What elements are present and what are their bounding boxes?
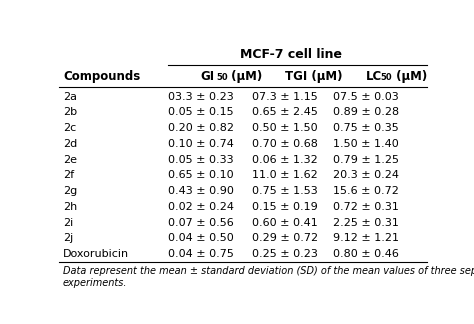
Text: 2b: 2b xyxy=(63,108,77,118)
Text: Data represent the mean ± standard deviation (SD) of the mean values of three se: Data represent the mean ± standard devia… xyxy=(63,266,474,287)
Text: 0.06 ± 1.32: 0.06 ± 1.32 xyxy=(252,155,318,165)
Text: 0.72 ± 0.31: 0.72 ± 0.31 xyxy=(333,202,399,212)
Text: 2h: 2h xyxy=(63,202,77,212)
Text: Compounds: Compounds xyxy=(63,70,140,83)
Text: 07.5 ± 0.03: 07.5 ± 0.03 xyxy=(333,92,399,102)
Text: 07.3 ± 1.15: 07.3 ± 1.15 xyxy=(252,92,318,102)
Text: 0.60 ± 0.41: 0.60 ± 0.41 xyxy=(252,217,318,227)
Text: 0.02 ± 0.24: 0.02 ± 0.24 xyxy=(168,202,234,212)
Text: 2e: 2e xyxy=(63,155,77,165)
Text: 0.10 ± 0.74: 0.10 ± 0.74 xyxy=(168,139,234,149)
Text: Doxorubicin: Doxorubicin xyxy=(63,249,129,259)
Text: 0.80 ± 0.46: 0.80 ± 0.46 xyxy=(333,249,399,259)
Text: 03.3 ± 0.23: 03.3 ± 0.23 xyxy=(168,92,233,102)
Text: 0.75 ± 0.35: 0.75 ± 0.35 xyxy=(333,123,399,133)
Text: 0.75 ± 1.53: 0.75 ± 1.53 xyxy=(252,186,318,196)
Text: 2f: 2f xyxy=(63,170,74,180)
Text: 0.15 ± 0.19: 0.15 ± 0.19 xyxy=(252,202,318,212)
Text: (μM): (μM) xyxy=(227,70,263,83)
Text: 0.89 ± 0.28: 0.89 ± 0.28 xyxy=(333,108,399,118)
Text: 0.04 ± 0.75: 0.04 ± 0.75 xyxy=(168,249,234,259)
Text: 2a: 2a xyxy=(63,92,77,102)
Text: 0.43 ± 0.90: 0.43 ± 0.90 xyxy=(168,186,234,196)
Text: 0.65 ± 0.10: 0.65 ± 0.10 xyxy=(168,170,233,180)
Text: 0.29 ± 0.72: 0.29 ± 0.72 xyxy=(252,233,318,243)
Text: 0.25 ± 0.23: 0.25 ± 0.23 xyxy=(252,249,318,259)
Text: 2.25 ± 0.31: 2.25 ± 0.31 xyxy=(333,217,399,227)
Text: 0.70 ± 0.68: 0.70 ± 0.68 xyxy=(252,139,318,149)
Text: 0.65 ± 2.45: 0.65 ± 2.45 xyxy=(252,108,318,118)
Text: MCF-7 cell line: MCF-7 cell line xyxy=(240,48,342,61)
Text: 2d: 2d xyxy=(63,139,77,149)
Text: LC: LC xyxy=(366,70,382,83)
Text: 15.6 ± 0.72: 15.6 ± 0.72 xyxy=(333,186,399,196)
Text: 0.20 ± 0.82: 0.20 ± 0.82 xyxy=(168,123,234,133)
Text: 50: 50 xyxy=(381,73,392,82)
Text: 2j: 2j xyxy=(63,233,73,243)
Text: 2i: 2i xyxy=(63,217,73,227)
Text: 20.3 ± 0.24: 20.3 ± 0.24 xyxy=(333,170,399,180)
Text: 2g: 2g xyxy=(63,186,77,196)
Text: 0.79 ± 1.25: 0.79 ± 1.25 xyxy=(333,155,399,165)
Text: 0.05 ± 0.33: 0.05 ± 0.33 xyxy=(168,155,233,165)
Text: 1.50 ± 1.40: 1.50 ± 1.40 xyxy=(333,139,399,149)
Text: 50: 50 xyxy=(216,73,228,82)
Text: 2c: 2c xyxy=(63,123,76,133)
Text: 0.07 ± 0.56: 0.07 ± 0.56 xyxy=(168,217,233,227)
Text: 0.50 ± 1.50: 0.50 ± 1.50 xyxy=(252,123,318,133)
Text: GI: GI xyxy=(201,70,215,83)
Text: 0.04 ± 0.50: 0.04 ± 0.50 xyxy=(168,233,233,243)
Text: 11.0 ± 1.62: 11.0 ± 1.62 xyxy=(252,170,318,180)
Text: TGI (μM): TGI (μM) xyxy=(285,70,343,83)
Text: 9.12 ± 1.21: 9.12 ± 1.21 xyxy=(333,233,399,243)
Text: 0.05 ± 0.15: 0.05 ± 0.15 xyxy=(168,108,233,118)
Text: (μM): (μM) xyxy=(392,70,427,83)
